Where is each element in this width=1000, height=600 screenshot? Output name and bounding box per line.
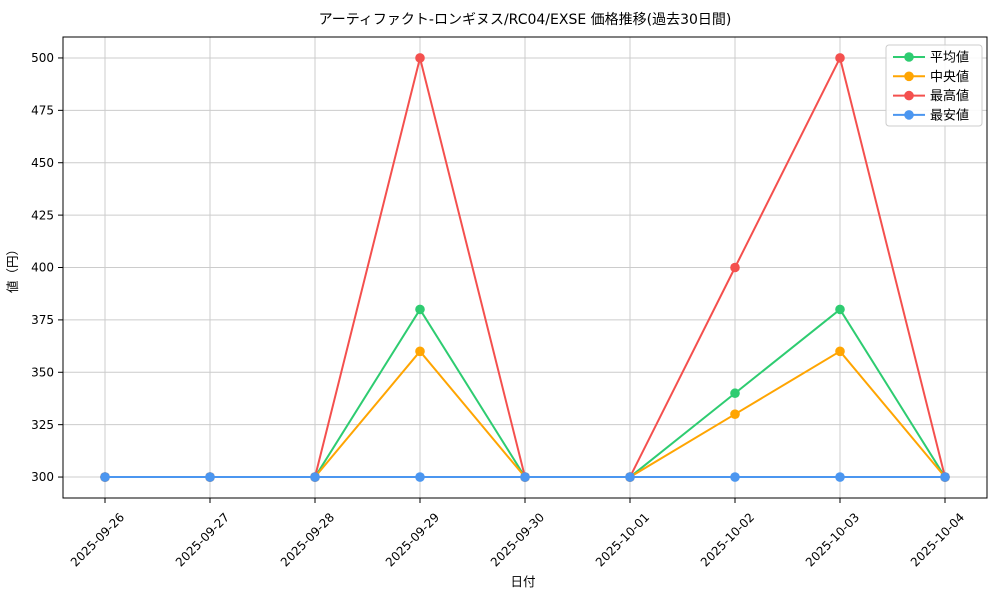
x-tick-label: 2025-09-28 bbox=[278, 510, 337, 569]
data-point-average bbox=[415, 304, 425, 315]
data-point-median bbox=[835, 346, 845, 357]
x-tick-label: 2025-09-30 bbox=[488, 510, 547, 569]
y-tick-label: 450 bbox=[31, 156, 54, 170]
y-tick-label: 400 bbox=[31, 261, 54, 275]
legend-label-median: 中央値 bbox=[930, 69, 969, 85]
x-axis-label: 日付 bbox=[510, 574, 535, 589]
x-tick-label: 2025-10-02 bbox=[698, 510, 757, 569]
legend-label-average: 平均値 bbox=[930, 50, 969, 66]
data-point-min bbox=[205, 472, 215, 482]
legend-marker-min bbox=[904, 110, 914, 120]
data-point-min bbox=[100, 472, 110, 482]
data-point-median bbox=[730, 409, 740, 419]
y-tick-label: 425 bbox=[31, 208, 54, 222]
legend-marker-max bbox=[904, 90, 914, 101]
x-tick-label: 2025-09-27 bbox=[173, 510, 232, 569]
data-point-max bbox=[730, 262, 740, 273]
x-tick-label: 2025-10-03 bbox=[803, 510, 862, 569]
data-point-min bbox=[625, 472, 635, 482]
data-point-max bbox=[835, 53, 845, 63]
y-tick-label: 475 bbox=[31, 104, 54, 118]
data-point-min bbox=[730, 472, 740, 482]
data-point-average bbox=[835, 304, 845, 315]
y-tick-label: 300 bbox=[31, 470, 54, 484]
chart-title: アーティファクト-ロンギヌス/RC04/EXSE 価格推移(過去30日間) bbox=[319, 12, 732, 28]
data-point-min bbox=[940, 472, 950, 482]
legend-marker-median bbox=[904, 71, 914, 82]
x-tick-label: 2025-09-29 bbox=[383, 510, 442, 569]
data-point-min bbox=[520, 472, 530, 482]
legend-box bbox=[885, 44, 983, 127]
y-tick-label: 375 bbox=[31, 313, 54, 327]
legend-label-max: 最高値 bbox=[930, 88, 969, 104]
x-tick-label: 2025-09-26 bbox=[68, 510, 127, 569]
y-tick-label: 500 bbox=[31, 51, 54, 65]
data-point-average bbox=[730, 388, 740, 399]
x-tick-label: 2025-10-04 bbox=[908, 510, 967, 569]
data-point-min bbox=[310, 472, 320, 482]
data-point-max bbox=[415, 53, 425, 63]
y-tick-label: 325 bbox=[31, 418, 54, 432]
x-tick-label: 2025-10-01 bbox=[593, 510, 652, 569]
data-point-median bbox=[415, 346, 425, 357]
data-point-min bbox=[415, 472, 425, 482]
legend-marker-average bbox=[904, 52, 914, 62]
y-axis-label: 値（円） bbox=[5, 243, 20, 293]
data-point-min bbox=[835, 472, 845, 482]
legend-label-min: 最安値 bbox=[930, 107, 969, 123]
y-tick-label: 350 bbox=[31, 365, 54, 379]
